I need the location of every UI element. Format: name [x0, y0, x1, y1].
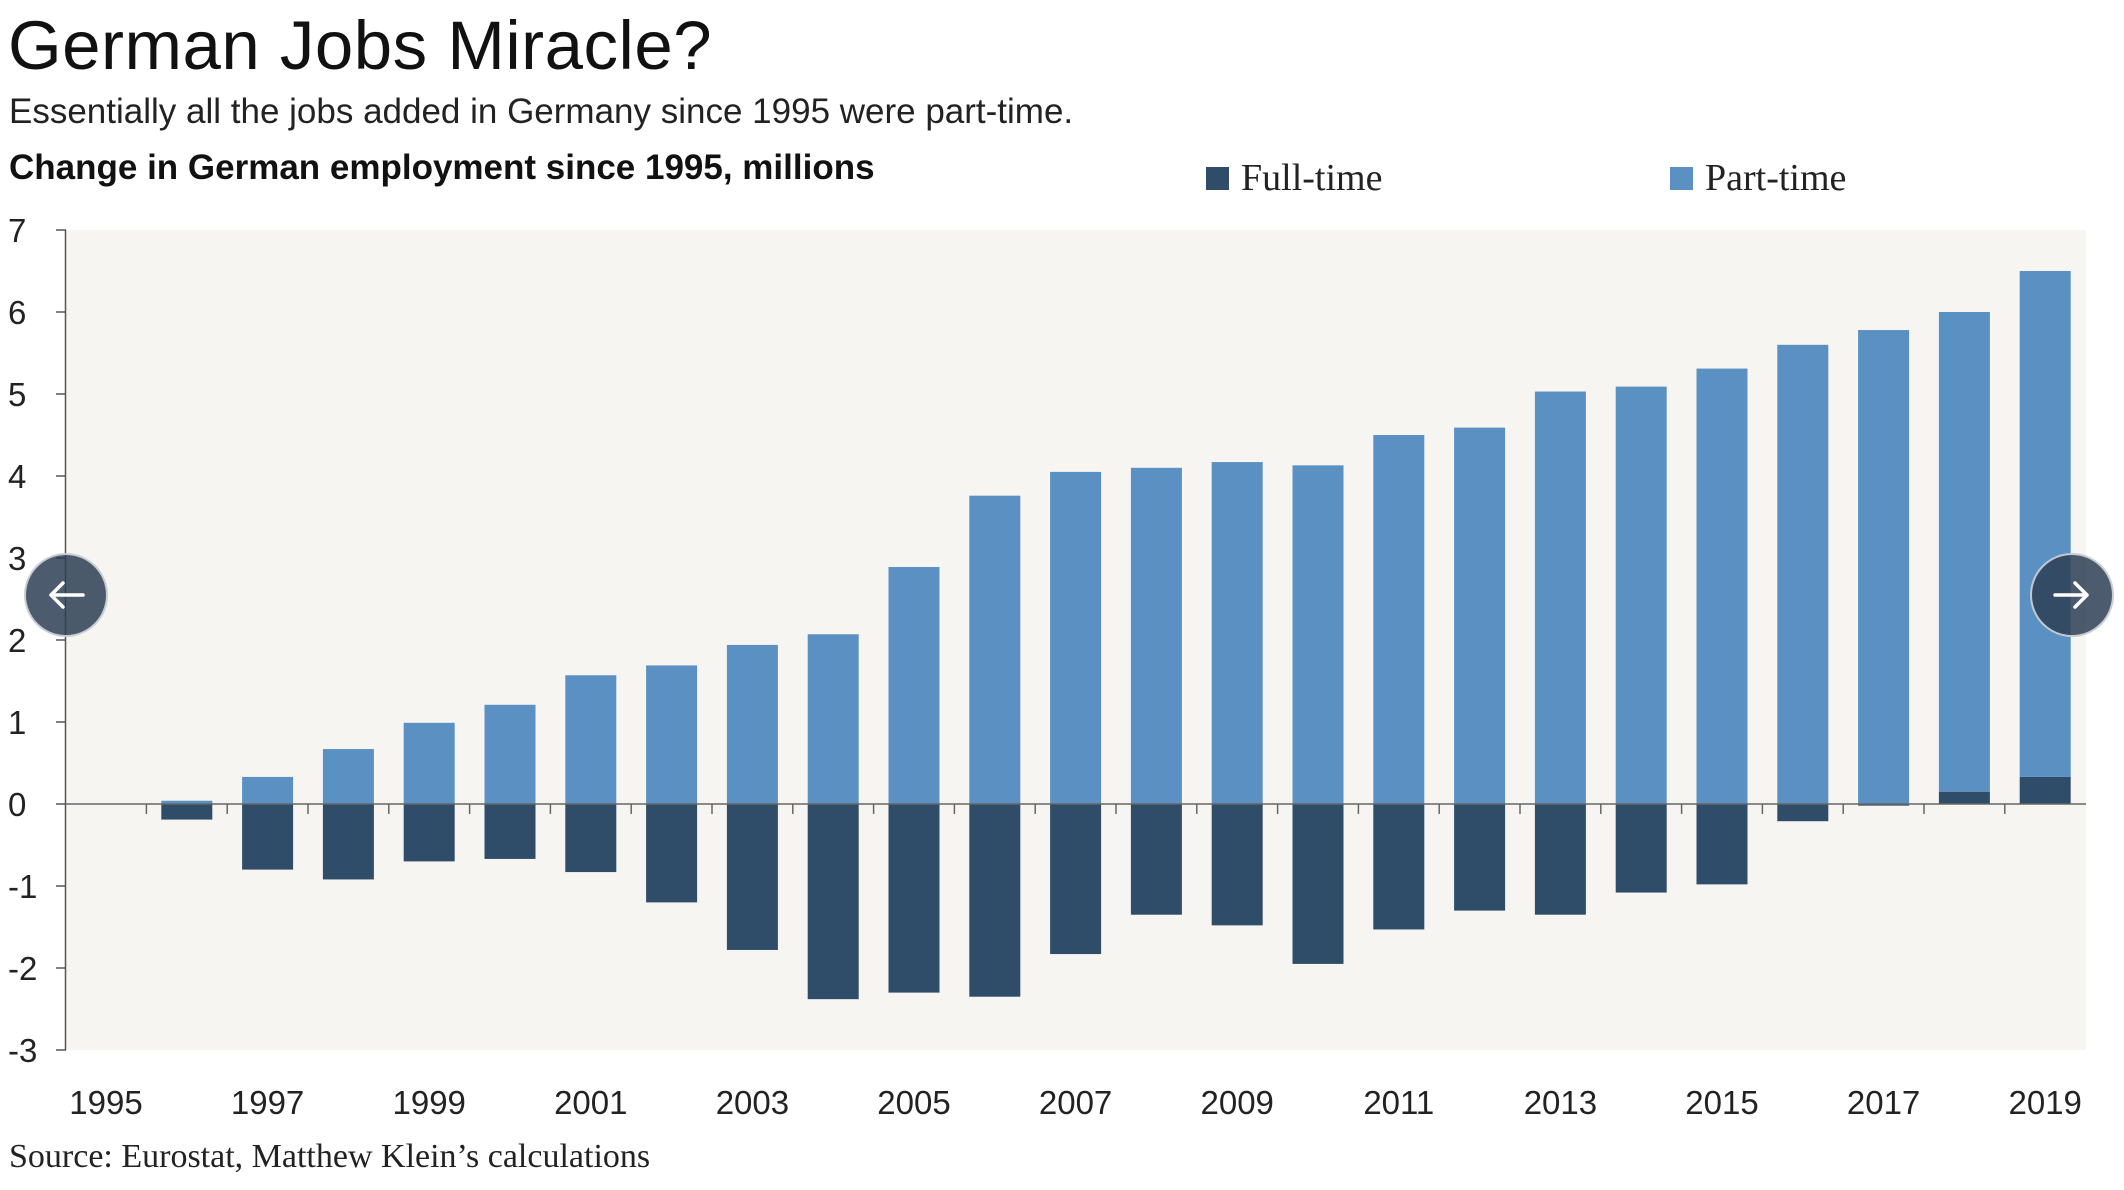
x-tick-label-2017: 2017 — [1847, 1084, 1920, 1121]
x-tick-label-2011: 2011 — [1363, 1084, 1434, 1121]
bar-full-time-1996 — [161, 804, 213, 820]
bar-part-time-2001 — [565, 675, 617, 804]
x-tick-label-2007: 2007 — [1039, 1084, 1112, 1121]
bar-full-time-2012 — [1454, 804, 1506, 911]
bar-part-time-2005 — [888, 567, 940, 804]
legend-label-part-time: Part-time — [1705, 157, 1847, 199]
legend-item-full-time: Full-time — [1206, 156, 1382, 200]
bar-full-time-2010 — [1292, 804, 1344, 964]
bar-full-time-2015 — [1696, 804, 1748, 885]
x-tick-label-1995: 1995 — [69, 1084, 142, 1121]
employment-bar-chart: 7 6 5 4 3 2 1 0 -1 -2 -3 1995 1997 1999 2001 2003 2005 20… — [8, 212, 2086, 1121]
bar-part-time-2009 — [1211, 462, 1263, 804]
page-title: German Jobs Miracle? — [8, 7, 713, 84]
bar-full-time-2008 — [1130, 804, 1182, 915]
bar-full-time-2016 — [1777, 804, 1829, 822]
y-tick-label: 7 — [8, 212, 26, 249]
legend-swatch-part-time — [1670, 166, 1693, 190]
bar-part-time-2017 — [1858, 330, 1910, 804]
bar-part-time-2004 — [807, 634, 859, 804]
previous-chart-button[interactable] — [24, 553, 108, 637]
bar-part-time-2002 — [646, 665, 698, 804]
bar-full-time-2019 — [2019, 776, 2071, 804]
bar-part-time-2006 — [969, 495, 1021, 804]
bar-part-time-2013 — [1534, 391, 1586, 804]
bar-full-time-1998 — [322, 804, 374, 880]
x-tick-label-2001: 2001 — [554, 1084, 627, 1121]
legend-label-full-time: Full-time — [1241, 157, 1383, 199]
y-tick-label: 0 — [8, 786, 26, 823]
chart-heading: Change in German employment since 1995, … — [9, 148, 875, 187]
bar-full-time-2014 — [1615, 804, 1667, 893]
bar-full-time-1997 — [242, 804, 294, 870]
bar-part-time-2010 — [1292, 465, 1344, 804]
y-tick-label: 5 — [8, 376, 26, 413]
x-tick-label-1999: 1999 — [392, 1084, 465, 1121]
bar-part-time-2014 — [1615, 386, 1667, 804]
x-tick-label-2015: 2015 — [1685, 1084, 1758, 1121]
bar-part-time-1998 — [322, 749, 374, 804]
x-tick-label-2013: 2013 — [1524, 1084, 1597, 1121]
page-subtitle: Essentially all the jobs added in German… — [9, 92, 1074, 131]
next-chart-button[interactable] — [2030, 553, 2114, 637]
bar-full-time-1999 — [403, 804, 455, 862]
bar-full-time-2013 — [1534, 804, 1586, 915]
y-tick-label: 3 — [8, 540, 26, 577]
x-tick-label-1997: 1997 — [231, 1084, 304, 1121]
y-tick-label: -3 — [8, 1032, 37, 1069]
bar-part-time-2007 — [1050, 471, 1102, 804]
y-tick-label: 6 — [8, 294, 26, 331]
bar-full-time-2005 — [888, 804, 940, 993]
x-tick-label-2005: 2005 — [877, 1084, 950, 1121]
bar-full-time-2001 — [565, 804, 617, 873]
bar-part-time-2008 — [1130, 467, 1182, 804]
arrow-right-icon — [2053, 581, 2089, 609]
bar-full-time-2003 — [726, 804, 778, 950]
legend-item-part-time: Part-time — [1670, 156, 1846, 200]
legend-swatch-full-time — [1206, 166, 1229, 190]
bar-full-time-2002 — [646, 804, 698, 903]
y-tick-label: 2 — [8, 622, 26, 659]
bar-part-time-2015 — [1696, 368, 1748, 804]
bar-full-time-2009 — [1211, 804, 1263, 926]
bar-full-time-2004 — [807, 804, 859, 1000]
bar-part-time-2019 — [2019, 271, 2071, 777]
bar-part-time-2012 — [1454, 427, 1506, 804]
arrow-left-icon — [49, 581, 85, 609]
bar-full-time-2007 — [1050, 804, 1102, 955]
bar-part-time-1997 — [242, 776, 294, 804]
bar-part-time-2016 — [1777, 344, 1829, 804]
bar-part-time-2000 — [484, 704, 536, 804]
x-tick-label-2009: 2009 — [1200, 1084, 1273, 1121]
y-tick-label: -1 — [8, 868, 37, 905]
bar-full-time-2017 — [1858, 804, 1910, 806]
bar-full-time-2000 — [484, 804, 536, 859]
bar-part-time-2011 — [1373, 435, 1425, 804]
y-tick-label: 4 — [8, 458, 26, 495]
x-tick-label-2003: 2003 — [716, 1084, 789, 1121]
bar-full-time-2011 — [1373, 804, 1425, 930]
bar-part-time-2018 — [1938, 312, 1990, 792]
bar-full-time-2018 — [1938, 791, 1990, 804]
bar-part-time-1999 — [403, 722, 455, 804]
bar-part-time-2003 — [726, 644, 778, 804]
y-tick-label: -2 — [8, 950, 37, 987]
x-tick-label-2019: 2019 — [2008, 1084, 2081, 1121]
source-note: Source: Eurostat, Matthew Klein’s calcul… — [9, 1138, 651, 1175]
bar-part-time-1996 — [161, 800, 213, 804]
bar-full-time-2006 — [969, 804, 1021, 997]
y-tick-label: 1 — [8, 704, 26, 741]
